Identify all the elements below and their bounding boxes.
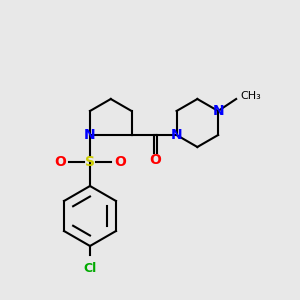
- Text: O: O: [54, 155, 66, 169]
- Text: CH₃: CH₃: [241, 91, 261, 101]
- Text: N: N: [212, 104, 224, 118]
- Text: S: S: [85, 155, 95, 169]
- Text: N: N: [171, 128, 182, 142]
- Text: O: O: [150, 154, 161, 167]
- Text: Cl: Cl: [83, 262, 97, 275]
- Text: N: N: [84, 128, 96, 142]
- Text: O: O: [114, 155, 126, 169]
